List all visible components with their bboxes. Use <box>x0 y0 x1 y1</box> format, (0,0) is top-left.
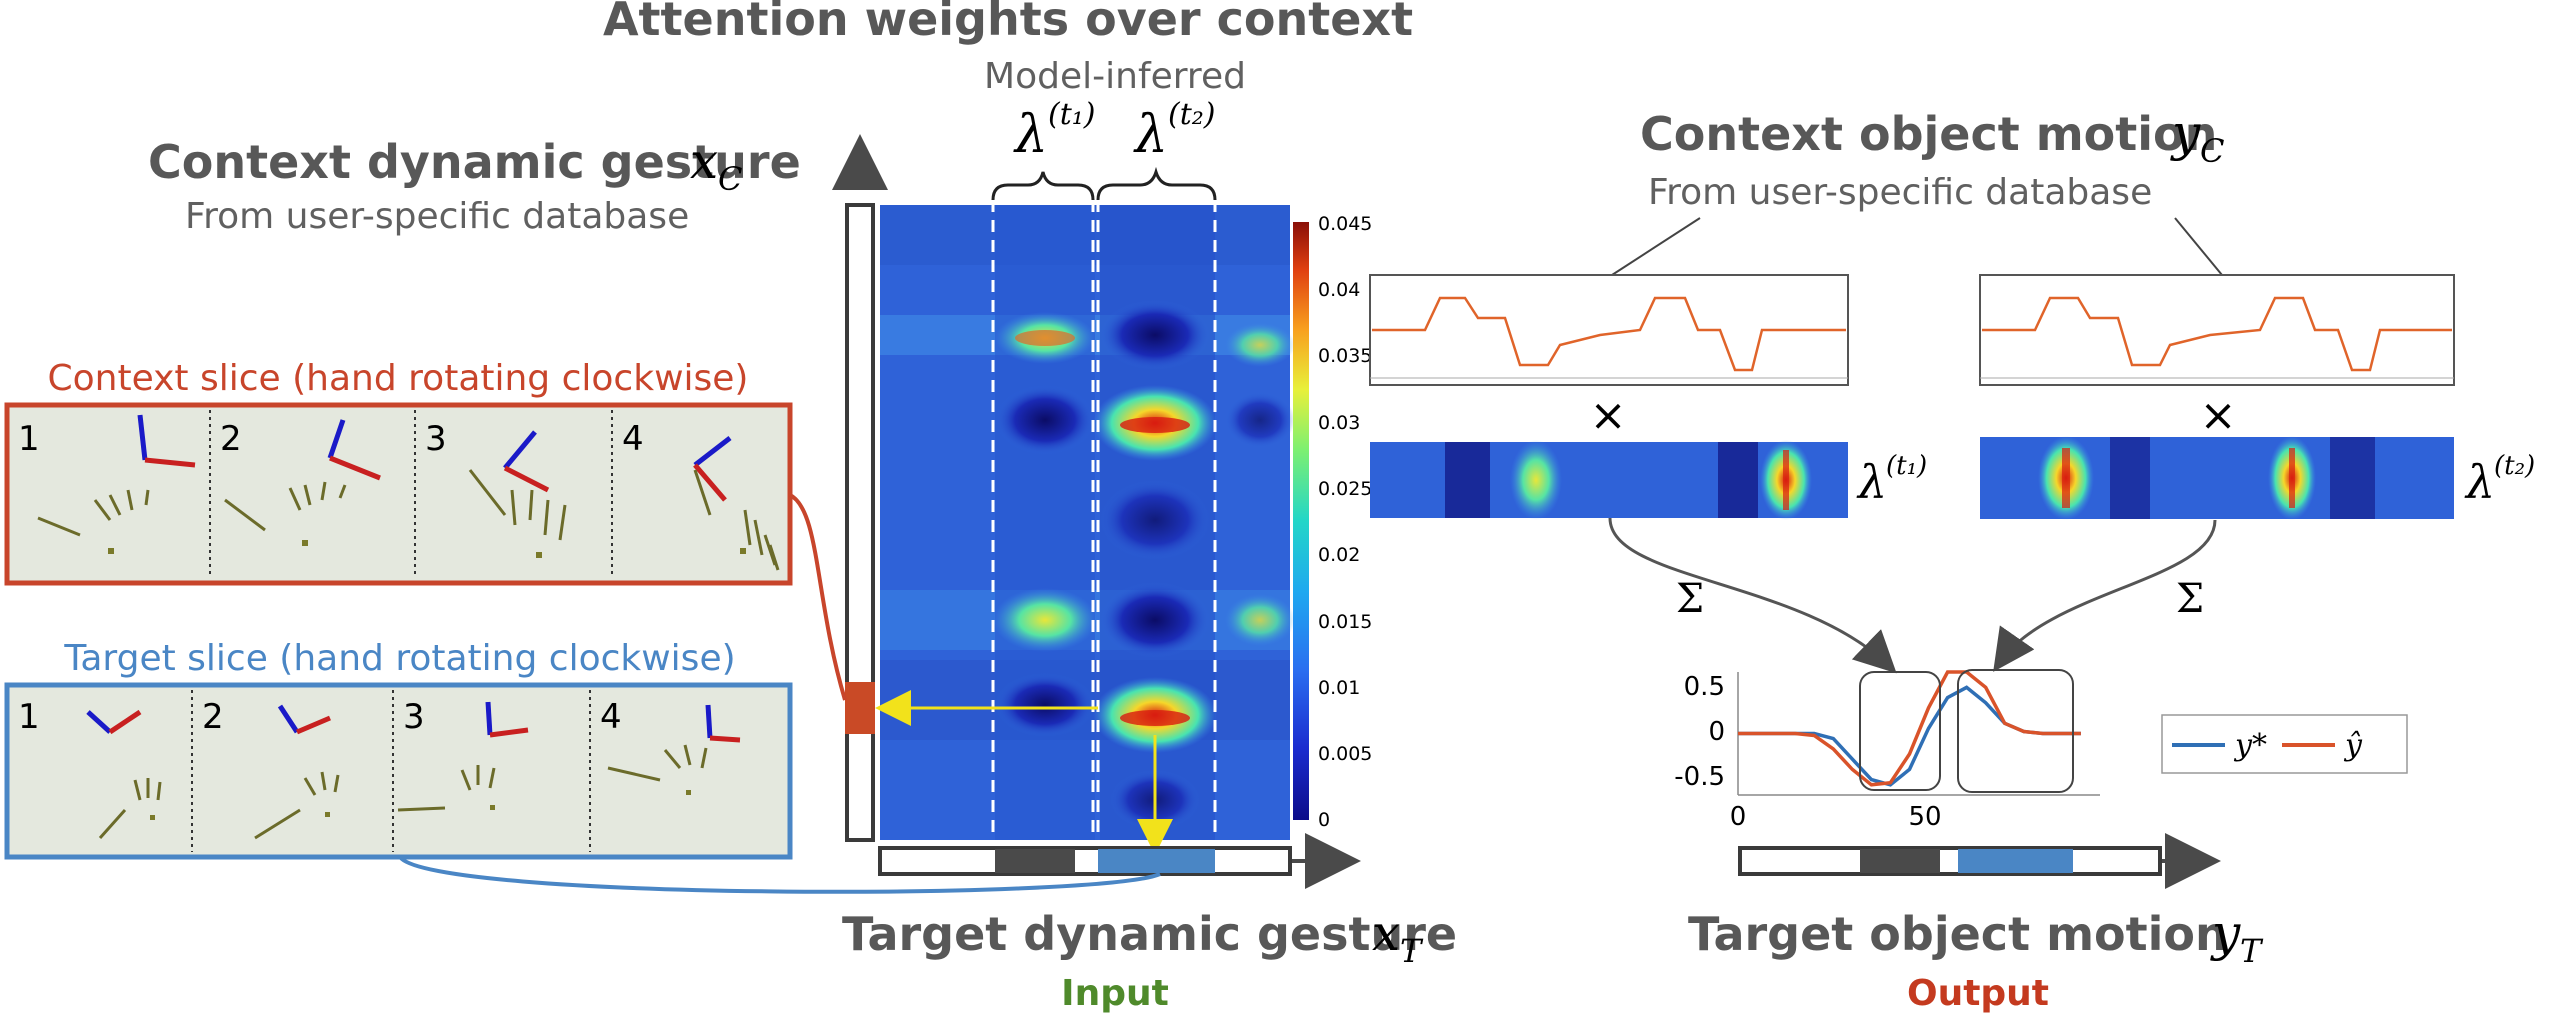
highlight-box-t2 <box>1957 669 2074 793</box>
sum-arrow-right <box>1993 519 2217 672</box>
chart-legend: y* ŷ <box>2161 714 2408 774</box>
colorbar-tick: 0.01 <box>1318 677 1360 699</box>
legend-label-ystar: y* <box>2233 728 2267 763</box>
context-slice-title: Context slice (hand rotating clockwise) <box>48 358 749 399</box>
times-operator-left: × <box>1590 390 1627 441</box>
frame-number: 3 <box>425 419 447 459</box>
svg-text:λ: λ <box>2464 455 2495 509</box>
svg-text:(t₁): (t₁) <box>1048 97 1096 132</box>
svg-text:(t₂): (t₂) <box>2494 451 2535 481</box>
colorbar-tick: 0.025 <box>1318 478 1372 500</box>
context-motion-title: Context object motion y C <box>1640 104 2224 170</box>
colorbar-tick: 0.035 <box>1318 345 1372 367</box>
motion-plot-right <box>1979 274 2455 386</box>
sum-operator-left: Σ <box>1676 576 1704 622</box>
hand-pose-4 <box>693 436 780 571</box>
main-subtitle: Model-inferred <box>984 56 1246 97</box>
sum-operator-right: Σ <box>2176 576 2204 622</box>
target-connector-line <box>398 855 1161 894</box>
attention-strip-left <box>1370 440 1848 520</box>
attention-heatmap <box>880 200 1295 840</box>
svg-text:Target dynamic gesture: Target dynamic gesture <box>842 907 1457 961</box>
series-line-ystar <box>1738 685 2081 787</box>
svg-text:Context object motion: Context object motion <box>1640 107 2217 161</box>
hand-pose-target-1 <box>86 709 162 839</box>
lambda-t2-strip-label: λ (t₂) <box>2464 451 2535 509</box>
pointer-line-left <box>1611 217 1701 276</box>
svg-text:T: T <box>1400 932 1424 970</box>
colorbar-tick: 0.005 <box>1318 743 1372 765</box>
brace-t2 <box>1096 166 1217 201</box>
legend-label-yhat: ŷ <box>2343 728 2363 763</box>
colorbar-tick: 0.04 <box>1318 279 1360 301</box>
input-label: Input <box>1061 973 1169 1014</box>
svg-text:(t₁): (t₁) <box>1886 451 1927 481</box>
output-label: Output <box>1907 973 2049 1014</box>
frame-number: 2 <box>220 419 242 459</box>
context-bar-highlight <box>845 682 875 734</box>
output-line-chart: 0.5 0 -0.5 0 50 <box>1674 669 2100 832</box>
svg-text:λ: λ <box>1856 455 1887 509</box>
x-tick-label: 0 <box>1730 802 1747 832</box>
y-tick-label: 0 <box>1708 717 1725 747</box>
svg-text:Target object motion: Target object motion <box>1688 907 2228 961</box>
hand-pose-target-4 <box>607 704 741 795</box>
svg-text:C: C <box>2200 132 2224 170</box>
main-title: Attention weights over context <box>603 0 1413 46</box>
colorbar-tick: 0.045 <box>1318 213 1372 235</box>
svg-text:λ: λ <box>1013 105 1048 165</box>
svg-text:T: T <box>2240 932 2264 970</box>
colorbar-tick: 0.02 <box>1318 544 1360 566</box>
hand-pose-1 <box>37 414 196 554</box>
svg-text:x: x <box>690 132 718 190</box>
hand-pose-2 <box>224 419 381 546</box>
highlight-box-t1 <box>1859 671 1941 791</box>
context-gesture-subtitle: From user-specific database <box>185 196 689 237</box>
motion-plot-left <box>1369 274 1849 386</box>
y-tick-label: 0.5 <box>1684 672 1725 702</box>
x-tick-label: 50 <box>1908 802 1941 832</box>
context-gesture-title: Context dynamic gesture x C <box>148 132 801 198</box>
hand-pose-target-2 <box>254 704 340 840</box>
attention-strip-right <box>1980 436 2454 520</box>
target-slice-panel: 1 2 3 4 <box>4 682 793 860</box>
lambda-t1-strip-label: λ (t₁) <box>1856 451 1927 509</box>
lambda-t1-label: λ (t₁) <box>1013 97 1096 165</box>
target-motion-title: Target object motion y T <box>1688 904 2264 970</box>
target-horizontal-bar <box>878 833 1361 889</box>
sum-arrow-left <box>1608 517 1897 674</box>
brace-t1 <box>991 171 1095 201</box>
svg-text:x: x <box>1372 904 1400 962</box>
colorbar-tick: 0.015 <box>1318 611 1372 633</box>
hand-pose-target-3 <box>397 701 529 812</box>
hand-pose-3 <box>468 430 567 558</box>
frame-number: 2 <box>202 697 224 737</box>
context-connector-line <box>788 493 847 701</box>
lambda-t2-label: λ (t₂) <box>1133 97 1216 165</box>
frame-number: 4 <box>622 419 644 459</box>
frame-number: 3 <box>403 697 425 737</box>
output-horizontal-bar <box>1738 833 2221 889</box>
series-line-yhat <box>1738 670 2081 787</box>
target-gesture-title: Target dynamic gesture x T <box>842 904 1457 970</box>
svg-text:λ: λ <box>1133 105 1168 165</box>
pointer-line-right <box>2174 217 2223 276</box>
colorbar-tick: 0.03 <box>1318 412 1360 434</box>
colorbar-tick: 0 <box>1318 809 1330 831</box>
svg-text:y: y <box>2170 104 2201 162</box>
y-tick-label: -0.5 <box>1674 762 1725 792</box>
frame-number: 1 <box>18 697 40 737</box>
frame-number: 4 <box>600 697 622 737</box>
svg-text:y: y <box>2210 904 2241 962</box>
svg-text:Context dynamic gesture: Context dynamic gesture <box>148 135 801 189</box>
context-slice-panel: 1 2 3 4 <box>4 402 793 586</box>
times-operator-right: × <box>2200 390 2237 441</box>
svg-text:C: C <box>718 160 742 198</box>
frame-number: 1 <box>18 419 40 459</box>
colorbar: 0.045 0.04 0.035 0.03 0.025 0.02 0.015 0… <box>1293 213 1372 831</box>
context-vertical-bar <box>845 203 875 842</box>
target-slice-title: Target slice (hand rotating clockwise) <box>63 638 735 679</box>
svg-text:(t₂): (t₂) <box>1168 97 1216 132</box>
context-motion-subtitle: From user-specific database <box>1648 172 2152 213</box>
